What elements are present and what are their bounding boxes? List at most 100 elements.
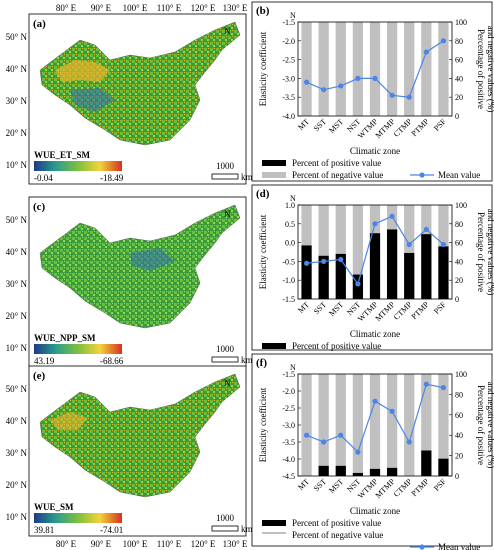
- lat-ticks: 50° N 40° N 30° N 20° N 10° N: [6, 384, 28, 522]
- scale-bar: [211, 356, 239, 363]
- bar-negative: [352, 374, 364, 473]
- y-tick-label: -3.5: [282, 93, 295, 102]
- lat-tick-30: 30° N: [6, 279, 28, 289]
- y-tick-label: 0.5: [285, 220, 295, 229]
- mean-point: [303, 79, 310, 85]
- mean-point: [389, 213, 395, 219]
- legend-mean-label: Mean value: [438, 542, 480, 550]
- mean-point: [338, 432, 344, 438]
- mean-point: [423, 226, 429, 233]
- plot-area: [297, 204, 453, 300]
- mean-point: [321, 87, 327, 93]
- map-title: WUE_ET_SM: [34, 150, 91, 160]
- y2-axis-title-line1: Percentage of positive: [476, 385, 486, 465]
- legend-mean-point: [419, 544, 425, 550]
- x-axis-title: Climatic zone: [350, 329, 400, 339]
- y2-tick-label: 60: [455, 239, 463, 248]
- bar-negative: [335, 374, 346, 466]
- y-tick-label: -4.0: [282, 112, 295, 121]
- y-tick-label: 0.0: [285, 239, 295, 248]
- bar-negative: [404, 205, 415, 253]
- mean-point: [372, 75, 378, 81]
- scale-bar: [211, 525, 239, 532]
- y-axis-title: Elasticity coefficient: [258, 214, 268, 289]
- bar-negative: [301, 205, 312, 246]
- map-title: WUE_NPP_SM: [34, 333, 96, 343]
- legend-mean-label: Mean value: [438, 170, 480, 180]
- legend-positive-swatch: [262, 520, 286, 526]
- bar-positive: [335, 465, 346, 476]
- y2-tick-label: 100: [455, 201, 467, 210]
- legend-positive-swatch: [262, 160, 286, 166]
- colorbar-max: -68.66: [100, 356, 124, 366]
- y2-axis-title-line1: Percentage of positive: [476, 212, 486, 292]
- colorbar-min: 39.81: [34, 525, 54, 535]
- y2-tick-label: 60: [455, 411, 463, 420]
- mean-point: [355, 449, 361, 455]
- colorbar: [34, 513, 122, 523]
- y-tick-label: -3.0: [282, 421, 295, 430]
- lat-tick-50: 50° N: [6, 384, 28, 394]
- y2-axis-title-line2: and negative values (%): [486, 382, 494, 469]
- y-tick-label: -1.5: [282, 18, 295, 27]
- legend-positive-label: Percent of positive value: [292, 158, 381, 168]
- y-tick-label: -3.0: [282, 74, 295, 83]
- bar-positive: [421, 450, 432, 476]
- legend-positive-label: Percent of positive value: [292, 518, 381, 528]
- panel-label: (c): [33, 201, 46, 213]
- panel-label: (a): [33, 18, 46, 30]
- y-axis-title: Elasticity coefficient: [258, 31, 268, 106]
- y-tick-label: -1.5: [282, 370, 295, 379]
- lon-tick-130: 130° E: [223, 539, 248, 549]
- panel-label: (b): [256, 5, 270, 17]
- bar-positive: [369, 468, 381, 476]
- lon-tick-80: 80° E: [56, 539, 77, 549]
- y-tick-label: -4.5: [282, 472, 295, 481]
- map-lowspot: [70, 88, 115, 112]
- y2-tick-label: 0: [455, 472, 459, 481]
- bar-negative: [421, 205, 432, 235]
- mean-point: [372, 398, 378, 404]
- bar-negative: [386, 22, 398, 116]
- bar-positive: [386, 467, 398, 476]
- y2-tick-label: 80: [455, 220, 463, 229]
- map-lowspot: [130, 248, 175, 271]
- mean-point: [321, 258, 327, 264]
- bar-negative: [335, 205, 346, 254]
- lat-ticks: 50° N 40° N 30° N 20° N 10° N: [6, 215, 28, 353]
- map-hotspot: [55, 60, 110, 82]
- y2-axis-title-line2: and negative values (%): [486, 209, 494, 296]
- bar-negative: [438, 22, 449, 116]
- bar-negative: [335, 22, 346, 116]
- y2-tick-label: 40: [455, 431, 463, 440]
- bar-negative: [386, 374, 398, 468]
- scale-bar: [211, 173, 239, 180]
- colorbar-max: -74.01: [100, 525, 123, 535]
- mean-point: [406, 241, 412, 248]
- x-axis-title: Climatic zone: [350, 506, 400, 516]
- y2-tick-label: 20: [455, 276, 463, 285]
- north-arrow-icon: N: [290, 11, 296, 20]
- legend-negative-swatch: [262, 172, 286, 178]
- y-tick-label: -2.5: [282, 56, 295, 65]
- lon-tick-110: 110° E: [157, 539, 182, 549]
- y-tick-label: 1.0: [285, 201, 295, 210]
- bar-negative: [352, 205, 364, 275]
- north-arrow-icon: N: [290, 363, 296, 372]
- legend-negative-label: Percent of negative value: [292, 530, 383, 540]
- lon-tick-80: 80° E: [56, 3, 77, 13]
- mean-point: [440, 38, 447, 44]
- bar-negative: [301, 374, 312, 476]
- bar-positive: [335, 253, 346, 299]
- bar-positive: [404, 252, 415, 299]
- lon-tick-120: 120° E: [191, 539, 216, 549]
- scale-label: 1000: [216, 344, 235, 354]
- mean-point: [321, 439, 327, 445]
- y-tick-label: -2.0: [282, 387, 295, 396]
- mean-point: [303, 260, 310, 266]
- panel-label: (d): [256, 188, 270, 200]
- bar-negative: [421, 22, 432, 116]
- mean-point: [406, 439, 412, 445]
- north-arrow-icon: N: [224, 378, 231, 388]
